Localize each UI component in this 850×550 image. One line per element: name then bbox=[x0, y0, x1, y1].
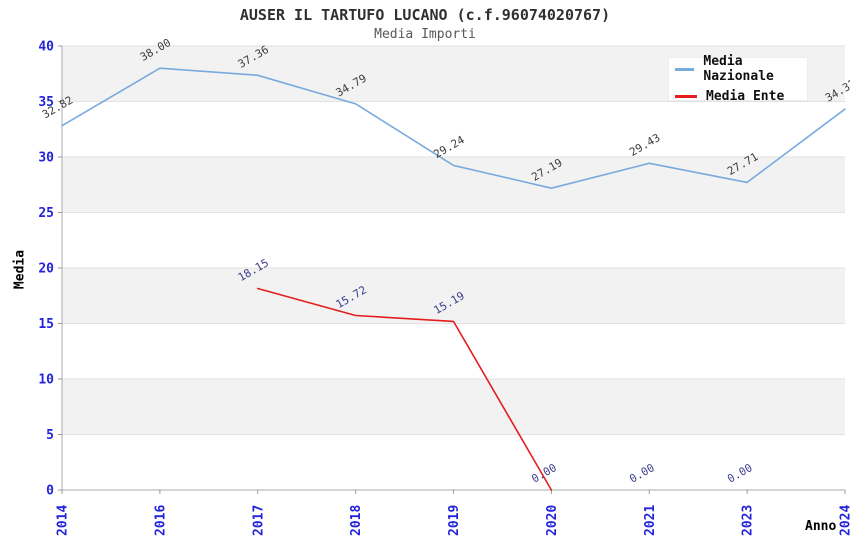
legend: Media Nazionale Media Ente bbox=[668, 54, 808, 104]
point-label-media-ente: 0.00 bbox=[725, 461, 754, 486]
y-tick-label: 40 bbox=[38, 40, 54, 55]
point-label-media-ente: 0.00 bbox=[627, 461, 656, 486]
y-tick-label: 10 bbox=[38, 373, 54, 388]
chart-title: AUSER IL TARTUFO LUCANO (c.f.96074020767… bbox=[239, 6, 611, 24]
y-tick-label: 30 bbox=[38, 151, 54, 166]
x-tick-label: 2016 bbox=[153, 505, 168, 536]
x-tick-label: 2021 bbox=[643, 505, 658, 536]
legend-item-media-nazionale: Media Nazionale bbox=[675, 54, 807, 84]
axis-ticks: 0 5 10 15 20 25 30 35 40 2014 2016 2017 2018 2019 2020… bbox=[38, 40, 850, 537]
chart-subtitle: Media Importi bbox=[374, 27, 476, 42]
point-label-media-nazionale: 29.43 bbox=[627, 131, 662, 159]
series-line-media-ente bbox=[256, 287, 553, 491]
x-tick-label: 2014 bbox=[56, 505, 71, 536]
x-tick-label: 2020 bbox=[545, 505, 560, 536]
x-tick-label: 2024 bbox=[839, 505, 850, 536]
x-tick-label: 2019 bbox=[447, 505, 462, 536]
grid-bands bbox=[62, 46, 845, 435]
legend-swatch-media-ente bbox=[675, 95, 697, 98]
y-tick-label: 15 bbox=[38, 317, 54, 332]
point-label-media-ente: 0.00 bbox=[529, 461, 558, 486]
x-tick-label: 2023 bbox=[741, 505, 756, 536]
y-tick-label: 25 bbox=[38, 206, 54, 221]
grid-band bbox=[62, 379, 845, 435]
y-tick-label: 20 bbox=[38, 262, 54, 277]
x-tick-label: 2017 bbox=[251, 505, 266, 536]
y-tick-label: 5 bbox=[46, 428, 54, 443]
x-axis-title: Anno bbox=[805, 519, 837, 534]
y-axis-title: Media bbox=[12, 249, 28, 290]
y-tick-label: 35 bbox=[38, 95, 54, 110]
legend-label-media-nazionale: Media Nazionale bbox=[703, 54, 774, 84]
gridlines bbox=[62, 45, 845, 435]
legend-label-media-ente: Media Ente bbox=[706, 89, 785, 104]
y-tick-label: 0 bbox=[46, 484, 54, 499]
legend-swatch-media-nazionale bbox=[675, 67, 695, 71]
grid-band bbox=[62, 268, 845, 324]
x-tick-label: 2018 bbox=[349, 505, 364, 536]
legend-item-media-ente: Media Ente bbox=[675, 89, 807, 104]
series-line-media-nazionale bbox=[61, 67, 846, 189]
